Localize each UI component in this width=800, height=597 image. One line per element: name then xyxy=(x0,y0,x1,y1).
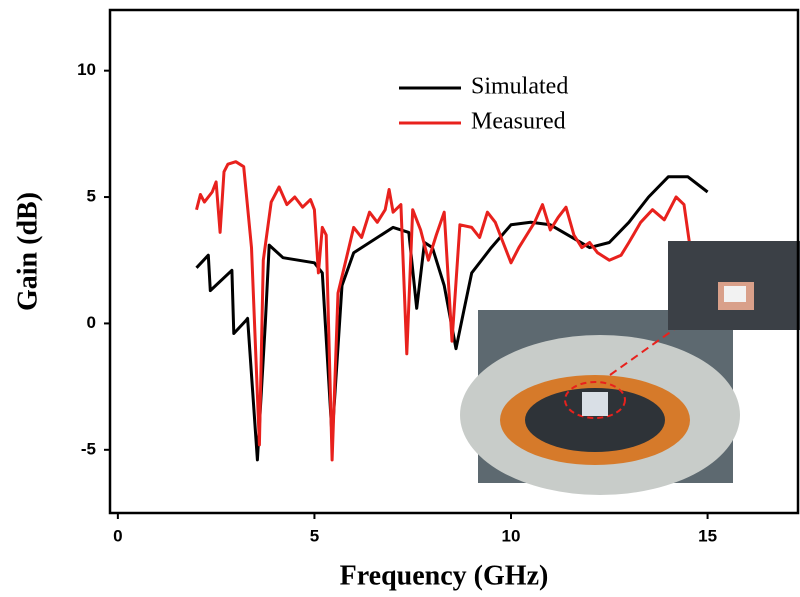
y-tick-label: 5 xyxy=(87,187,96,206)
inset-photo-antenna xyxy=(668,241,800,330)
x-tick-label: 5 xyxy=(310,526,319,545)
x-axis-label: Frequency (GHz) xyxy=(340,560,549,591)
plot-frame xyxy=(108,8,800,515)
y-tick-label: 0 xyxy=(87,313,96,332)
y-axis-label: Gain (dB) xyxy=(12,192,43,311)
y-tick-label: 10 xyxy=(77,60,96,79)
inset-photo-chamber xyxy=(460,310,740,495)
legend-label: Simulated xyxy=(471,74,568,100)
x-tick-label: 15 xyxy=(698,526,717,545)
x-tick-label: 10 xyxy=(502,526,521,545)
x-tick-label: 0 xyxy=(113,526,122,545)
series-line xyxy=(195,160,694,462)
y-tick-label: -5 xyxy=(81,439,96,458)
legend-label: Measured xyxy=(471,109,566,135)
